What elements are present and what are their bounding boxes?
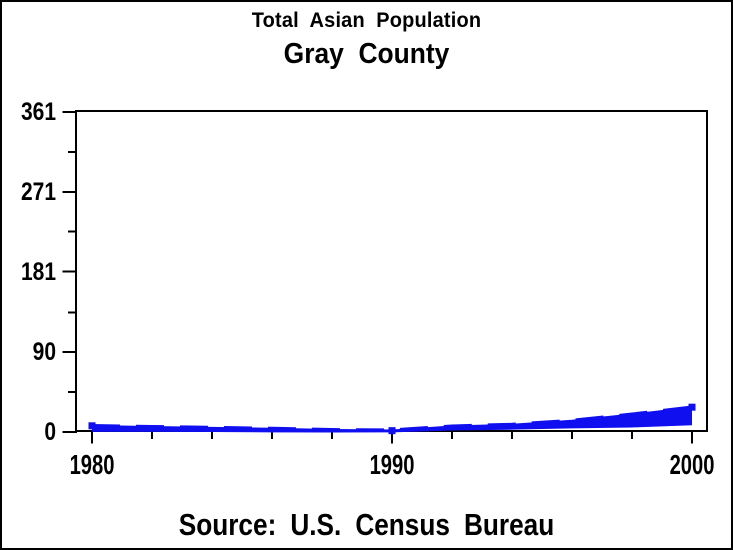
y-axis-tick-label: 271 bbox=[20, 177, 56, 206]
y-axis-tick-label: 361 bbox=[20, 98, 56, 126]
source-note: Source: U.S. Census Bureau bbox=[178, 507, 555, 542]
y-axis-tick-label: 0 bbox=[44, 418, 56, 446]
plot-frame bbox=[75, 110, 708, 432]
data-point-markers bbox=[88, 403, 696, 435]
x-axis-tick-label: 1990 bbox=[369, 449, 415, 480]
x-axis-tick-label: 2000 bbox=[669, 449, 715, 480]
y-axis-tick-label: 181 bbox=[20, 257, 56, 286]
chart-subtitle: Gray County bbox=[283, 38, 450, 70]
chart-title: Total Asian Population bbox=[251, 9, 482, 32]
y-axis-tick-label: 90 bbox=[32, 338, 56, 367]
y-axis-ticks bbox=[62, 111, 77, 433]
x-axis-tick-label: 1980 bbox=[69, 449, 115, 480]
